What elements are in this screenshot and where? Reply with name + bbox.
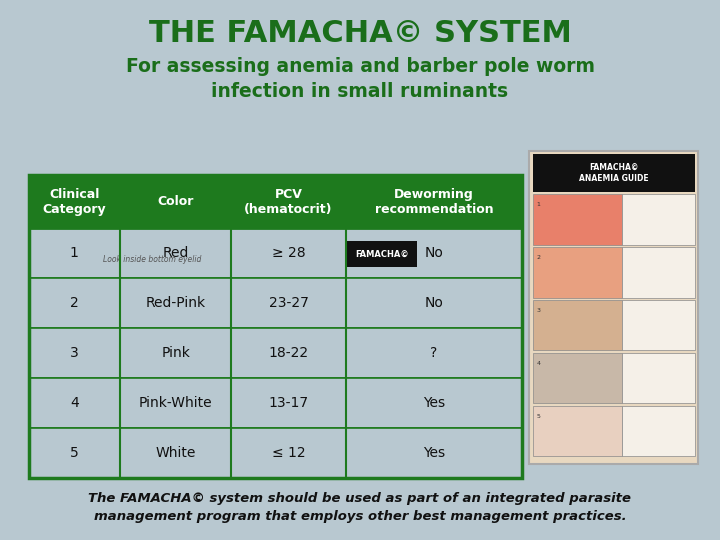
FancyBboxPatch shape xyxy=(529,151,698,464)
Text: Red-Pink: Red-Pink xyxy=(145,296,206,310)
Text: No: No xyxy=(425,296,444,310)
Text: 3: 3 xyxy=(536,308,541,313)
FancyBboxPatch shape xyxy=(58,235,295,389)
Text: ≥ 28: ≥ 28 xyxy=(271,246,305,260)
Text: Deworming
recommendation: Deworming recommendation xyxy=(374,188,493,216)
Text: 13-17: 13-17 xyxy=(269,396,309,410)
Text: 1: 1 xyxy=(70,246,78,260)
Text: 18-22: 18-22 xyxy=(269,346,309,360)
Bar xyxy=(29,428,522,478)
Bar xyxy=(622,300,695,350)
Text: ?: ? xyxy=(431,346,438,360)
Text: Pink: Pink xyxy=(161,346,190,360)
Text: 2: 2 xyxy=(70,296,78,310)
Bar xyxy=(533,247,622,298)
Text: 4: 4 xyxy=(536,361,541,366)
Bar xyxy=(533,300,622,350)
Bar xyxy=(533,194,622,245)
Text: FAMACHA©
ANAEMIA GUIDE: FAMACHA© ANAEMIA GUIDE xyxy=(579,163,649,183)
Text: 5: 5 xyxy=(70,446,78,460)
Bar xyxy=(622,353,695,403)
Text: Yes: Yes xyxy=(423,446,445,460)
Text: 5: 5 xyxy=(536,414,540,418)
Bar xyxy=(533,154,695,192)
Bar xyxy=(29,328,522,378)
FancyBboxPatch shape xyxy=(295,235,522,389)
Text: Yes: Yes xyxy=(423,396,445,410)
Text: White: White xyxy=(156,446,196,460)
Text: For assessing anemia and barber pole worm
infection in small ruminants: For assessing anemia and barber pole wor… xyxy=(125,57,595,100)
Bar xyxy=(533,353,622,403)
Text: 2: 2 xyxy=(536,255,541,260)
Text: THE FAMACHA© SYSTEM: THE FAMACHA© SYSTEM xyxy=(148,19,572,48)
Text: The FAMACHA© system should be used as part of an integrated parasite
management : The FAMACHA© system should be used as pa… xyxy=(89,492,631,523)
Bar xyxy=(29,278,522,328)
Text: Clinical
Category: Clinical Category xyxy=(42,188,106,216)
Text: PCV
(hematocrit): PCV (hematocrit) xyxy=(244,188,333,216)
Bar xyxy=(29,228,522,278)
Text: No: No xyxy=(425,246,444,260)
Text: Color: Color xyxy=(158,195,194,208)
Text: 3: 3 xyxy=(70,346,78,360)
Text: Look inside bottom eyelid: Look inside bottom eyelid xyxy=(103,255,201,265)
Text: 23-27: 23-27 xyxy=(269,296,309,310)
Bar xyxy=(29,176,522,478)
Bar xyxy=(622,406,695,456)
Bar xyxy=(29,378,522,428)
Text: Red: Red xyxy=(163,246,189,260)
Bar xyxy=(622,194,695,245)
Text: 1: 1 xyxy=(536,202,540,207)
Bar xyxy=(622,247,695,298)
Text: FAMACHA©: FAMACHA© xyxy=(356,249,409,259)
Bar xyxy=(29,176,522,228)
Text: Pink-White: Pink-White xyxy=(139,396,212,410)
Text: ≤ 12: ≤ 12 xyxy=(271,446,305,460)
Text: 4: 4 xyxy=(70,396,78,410)
Bar xyxy=(533,406,622,456)
